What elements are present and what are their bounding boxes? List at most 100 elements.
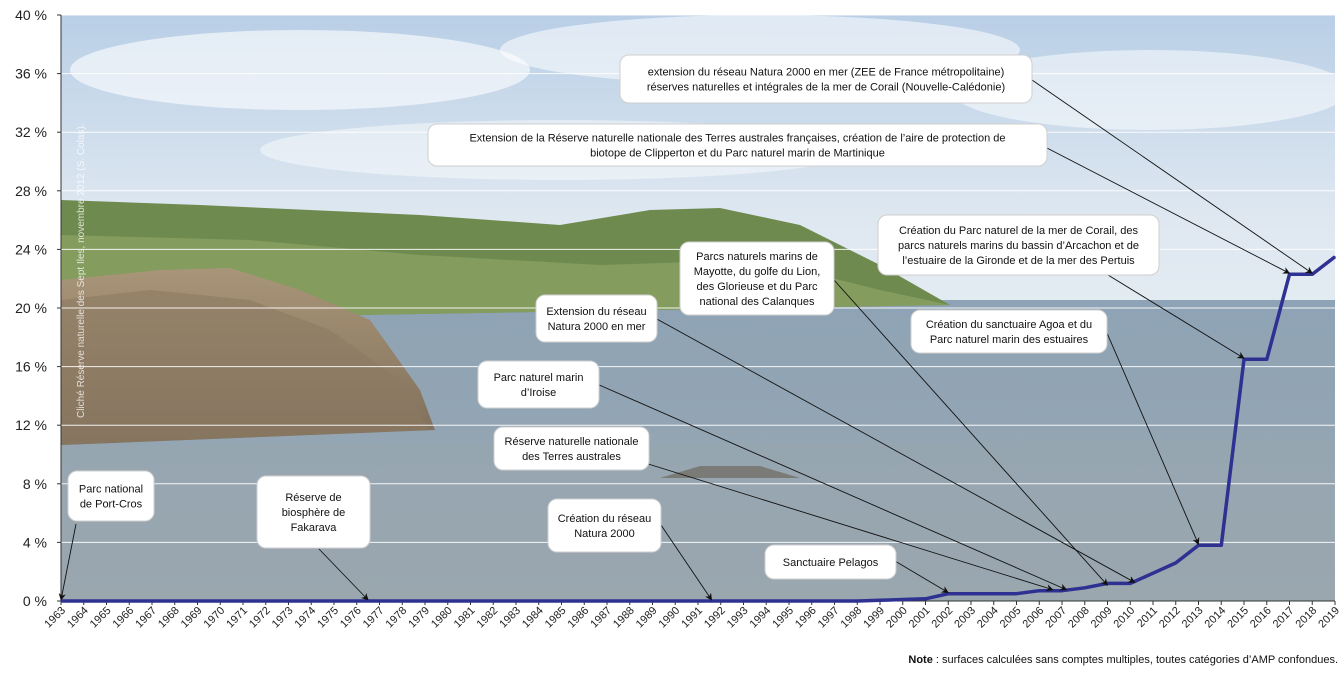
x-tick-label: 2008 — [1066, 605, 1092, 631]
callout-text: biotope de Clipperton et du Parc naturel… — [590, 148, 885, 160]
x-tick-label: 1997 — [816, 605, 842, 631]
x-tick-label: 1973 — [270, 605, 296, 631]
x-tick-label: 1965 — [88, 605, 114, 631]
callout-text: l’estuaire de la Gironde et de la mer de… — [902, 255, 1135, 267]
callout-arrow — [596, 383, 1068, 591]
data-point — [287, 600, 290, 602]
note-label: Note — [908, 654, 933, 666]
series-layer — [60, 255, 1337, 603]
data-point — [1061, 590, 1063, 592]
data-point — [83, 600, 85, 602]
x-tick-label: 1991 — [679, 605, 705, 631]
x-tick-label: 1976 — [338, 605, 364, 631]
callout-box — [764, 544, 897, 580]
data-point — [151, 600, 153, 602]
x-tick-label: 1985 — [543, 605, 569, 631]
data-point — [560, 600, 563, 602]
callout-a8: Parcs naturels marins de Mayotte, du golf… — [679, 241, 835, 316]
callout-text: Extension du réseau — [546, 306, 646, 318]
data-point — [424, 600, 426, 602]
data-point — [993, 593, 995, 595]
callout-box — [910, 309, 1108, 354]
data-point — [333, 600, 335, 602]
y-axis-ticks: 0 % 4 % 8 % 12 % 16 % 20 % 24 % 28 % 32 % 36 % 40 … — [15, 7, 61, 609]
callout-text: extension du réseau Natura 2000 en mer (… — [648, 67, 1004, 79]
note-text: : surfaces calculées sans comptes multip… — [932, 654, 1338, 666]
callout-text: Réserve de — [285, 492, 341, 504]
callout-text: Parc naturel marin des estuaires — [930, 334, 1089, 346]
callout-text: Parc national — [79, 484, 143, 496]
y-tick-label: 28 % — [15, 183, 47, 199]
data-point — [1084, 587, 1086, 589]
x-tick-label: 1992 — [702, 605, 728, 631]
x-axis-ticks: 1963196419651966196719681969197019711972… — [42, 601, 1342, 630]
data-point — [879, 599, 881, 601]
data-point — [697, 600, 699, 602]
data-point — [356, 600, 358, 602]
callout-a7: Extension du réseau Natura 2000 en mer — [535, 294, 658, 343]
x-tick-label: 1964 — [65, 605, 91, 631]
x-tick-label: 1983 — [497, 605, 523, 631]
callout-arrow — [833, 279, 1108, 586]
x-tick-label: 2000 — [884, 605, 910, 631]
data-point — [1015, 593, 1018, 595]
data-point — [219, 600, 221, 602]
callout-a10: Création du Parc naturel de la mer de Co… — [877, 214, 1160, 276]
callout-box — [427, 123, 1048, 167]
data-point — [60, 600, 62, 602]
x-tick-label: 1970 — [202, 605, 228, 631]
callout-box — [493, 426, 650, 471]
data-point — [651, 600, 654, 602]
y-tick-label: 16 % — [15, 359, 47, 375]
x-tick-label: 1990 — [657, 605, 683, 631]
callout-a6: Parc naturel marin d’Iroise — [477, 360, 600, 409]
callout-arrow — [894, 560, 949, 594]
x-tick-label: 1977 — [361, 605, 387, 631]
x-tick-label: 2002 — [930, 605, 956, 631]
y-tick-label: 32 % — [15, 124, 47, 140]
data-point — [469, 600, 472, 602]
x-tick-label: 1971 — [224, 605, 250, 631]
data-point — [1243, 358, 1245, 360]
callout-text: Création du Parc naturel de la mer de Co… — [899, 225, 1139, 237]
callout-text: national des Calanques — [700, 296, 815, 308]
callout-arrows — [58, 79, 1313, 601]
x-tick-label: 2011 — [1135, 605, 1160, 630]
data-point — [1129, 582, 1131, 585]
x-tick-label: 2013 — [1180, 605, 1206, 631]
callout-text: Création du sanctuaire Agoa et du — [926, 319, 1092, 331]
callout-arrow — [1031, 79, 1313, 274]
callout-text: d’Iroise — [521, 387, 556, 399]
callout-box — [619, 54, 1033, 104]
x-tick-label: 1999 — [861, 605, 887, 631]
callout-text: Fakarava — [291, 522, 338, 534]
data-point — [606, 600, 608, 602]
data-point — [924, 598, 927, 600]
data-point — [538, 600, 540, 602]
data-point — [196, 600, 199, 602]
data-point — [1220, 544, 1222, 546]
x-tick-label: 1996 — [793, 605, 819, 631]
callout-text: Mayotte, du golfe du Lion, — [694, 266, 821, 278]
x-tick-label: 2014 — [1203, 605, 1229, 631]
callout-text: Réserve naturelle nationale — [505, 436, 639, 448]
x-tick-label: 2010 — [1112, 605, 1138, 631]
photo-credit: Cliché Réserve naturelle des Sept Iles, … — [76, 123, 87, 418]
data-point — [515, 600, 517, 602]
footnote: Note : surfaces calculées sans comptes m… — [908, 654, 1338, 666]
callout-a5: Réserve naturelle nationale des Terres au… — [493, 426, 650, 471]
x-tick-label: 2007 — [1043, 605, 1069, 631]
callout-arrow — [654, 317, 1136, 583]
callout-a9: Création du sanctuaire Agoa et du Parc na… — [910, 309, 1108, 354]
callout-arrow — [660, 524, 713, 601]
x-tick-label: 1966 — [111, 605, 137, 631]
data-point — [583, 600, 585, 602]
data-point — [629, 600, 631, 602]
data-point — [1152, 572, 1154, 574]
data-point — [105, 600, 108, 602]
callout-text: parcs naturels marins du bassin d’Arcach… — [898, 240, 1139, 252]
data-point — [378, 600, 381, 602]
x-tick-label: 1968 — [156, 605, 182, 631]
data-point — [1288, 273, 1291, 275]
callout-box — [535, 294, 658, 343]
